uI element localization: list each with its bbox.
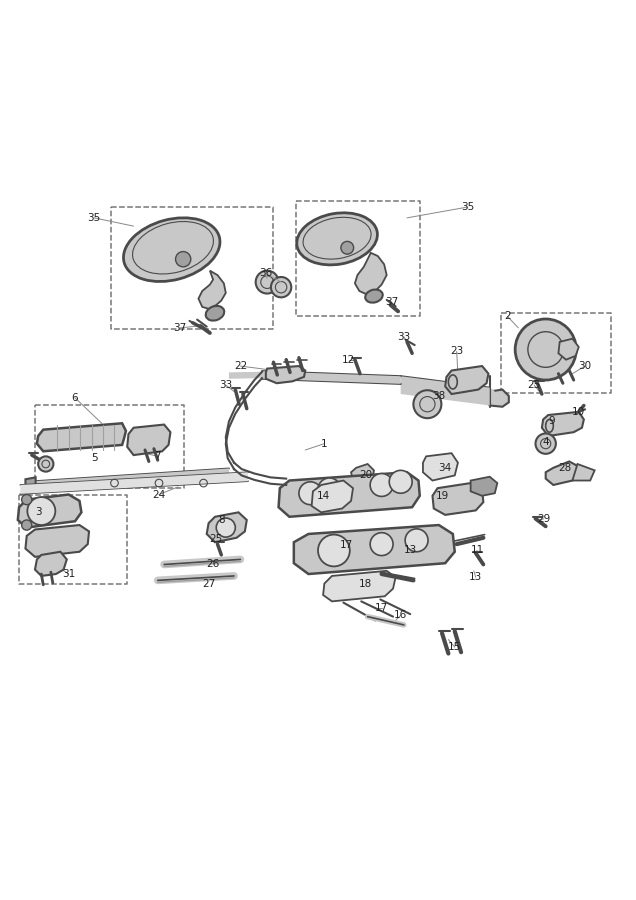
Polygon shape — [542, 412, 584, 436]
Text: 37: 37 — [174, 323, 186, 333]
Polygon shape — [35, 552, 67, 576]
Circle shape — [389, 471, 412, 493]
Text: 15: 15 — [448, 643, 461, 652]
Polygon shape — [471, 477, 497, 496]
Text: 38: 38 — [432, 391, 445, 401]
Polygon shape — [294, 525, 455, 574]
Polygon shape — [546, 462, 580, 485]
Circle shape — [22, 520, 32, 530]
Polygon shape — [558, 338, 579, 360]
Polygon shape — [401, 376, 490, 406]
Circle shape — [536, 434, 556, 454]
Text: 33: 33 — [219, 380, 232, 390]
Text: 9: 9 — [549, 417, 555, 427]
Polygon shape — [198, 271, 226, 309]
Polygon shape — [262, 371, 401, 384]
Polygon shape — [432, 483, 483, 515]
Text: 16: 16 — [394, 610, 407, 620]
Polygon shape — [207, 512, 247, 542]
Ellipse shape — [205, 306, 225, 320]
Circle shape — [216, 518, 235, 537]
Text: 6: 6 — [72, 392, 78, 403]
Circle shape — [256, 271, 279, 293]
Text: 31: 31 — [62, 569, 75, 579]
Text: 17: 17 — [375, 603, 388, 613]
Polygon shape — [483, 390, 509, 407]
Circle shape — [271, 277, 291, 297]
Text: 24: 24 — [153, 490, 165, 500]
Polygon shape — [312, 481, 353, 512]
Text: 34: 34 — [439, 463, 452, 473]
Polygon shape — [127, 425, 170, 455]
Circle shape — [413, 391, 441, 419]
Text: 17: 17 — [340, 540, 353, 551]
Circle shape — [405, 529, 428, 552]
Text: 27: 27 — [202, 579, 215, 589]
Circle shape — [341, 241, 354, 254]
Ellipse shape — [297, 212, 377, 265]
Text: 12: 12 — [342, 355, 355, 365]
Text: 23: 23 — [450, 346, 463, 356]
Text: 37: 37 — [385, 297, 398, 308]
Text: 25: 25 — [528, 380, 541, 390]
Polygon shape — [37, 423, 126, 451]
Text: 7: 7 — [155, 452, 161, 462]
Text: 18: 18 — [359, 579, 372, 589]
Text: 13: 13 — [469, 572, 482, 582]
Text: 10: 10 — [572, 407, 585, 417]
Circle shape — [27, 497, 55, 525]
Ellipse shape — [365, 290, 383, 302]
Circle shape — [370, 533, 393, 555]
Text: 19: 19 — [436, 491, 448, 500]
Text: 30: 30 — [579, 361, 591, 371]
Polygon shape — [35, 468, 229, 489]
Circle shape — [318, 535, 350, 566]
Circle shape — [22, 494, 32, 505]
Polygon shape — [20, 472, 248, 494]
Text: 3: 3 — [35, 508, 41, 518]
Polygon shape — [25, 477, 36, 493]
Text: 11: 11 — [471, 545, 483, 555]
Text: 26: 26 — [207, 560, 219, 570]
Circle shape — [299, 482, 322, 505]
Text: 20: 20 — [359, 471, 372, 481]
Text: 14: 14 — [317, 491, 329, 500]
Text: 22: 22 — [234, 361, 247, 371]
Text: 8: 8 — [218, 515, 225, 525]
Text: 2: 2 — [504, 311, 511, 321]
Text: 1: 1 — [321, 438, 328, 448]
Circle shape — [176, 252, 191, 266]
Text: 5: 5 — [91, 453, 97, 463]
Text: 29: 29 — [537, 514, 550, 524]
Text: 13: 13 — [404, 545, 417, 555]
Text: 35: 35 — [461, 202, 474, 212]
Circle shape — [38, 456, 53, 472]
Circle shape — [370, 473, 393, 497]
Polygon shape — [18, 494, 81, 527]
Circle shape — [515, 319, 576, 380]
Text: 33: 33 — [398, 332, 410, 342]
Ellipse shape — [123, 218, 220, 282]
Text: 25: 25 — [210, 534, 223, 544]
Text: 36: 36 — [259, 268, 272, 278]
Polygon shape — [423, 454, 458, 481]
Polygon shape — [445, 366, 488, 394]
Polygon shape — [355, 253, 387, 294]
Polygon shape — [572, 464, 595, 481]
Circle shape — [318, 478, 341, 501]
Text: 28: 28 — [558, 463, 571, 473]
Polygon shape — [25, 525, 89, 557]
Polygon shape — [279, 472, 420, 517]
Polygon shape — [266, 366, 305, 383]
Polygon shape — [229, 372, 262, 379]
Text: 35: 35 — [88, 213, 100, 223]
Polygon shape — [323, 571, 396, 601]
Polygon shape — [351, 464, 374, 485]
Text: 4: 4 — [543, 437, 549, 447]
